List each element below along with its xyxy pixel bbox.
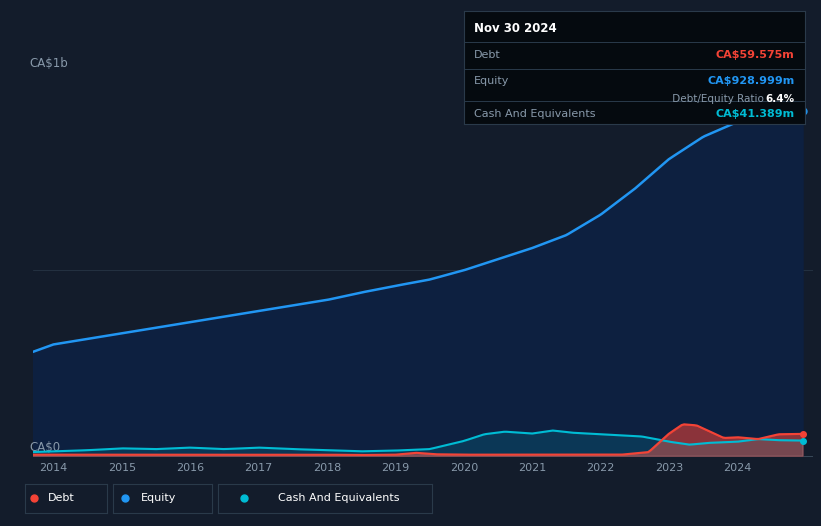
Text: Cash And Equivalents: Cash And Equivalents (474, 109, 595, 119)
Text: Nov 30 2024: Nov 30 2024 (474, 22, 557, 35)
Text: CA$0: CA$0 (29, 441, 60, 454)
Text: Debt: Debt (48, 493, 75, 503)
Text: CA$41.389m: CA$41.389m (715, 109, 795, 119)
Text: CA$1b: CA$1b (29, 57, 67, 70)
Text: CA$59.575m: CA$59.575m (716, 50, 795, 60)
Text: 6.4%: 6.4% (765, 94, 795, 104)
Text: Debt: Debt (474, 50, 501, 60)
Text: Equity: Equity (474, 76, 510, 86)
Text: Equity: Equity (141, 493, 177, 503)
Text: Cash And Equivalents: Cash And Equivalents (278, 493, 400, 503)
Text: Debt/Equity Ratio: Debt/Equity Ratio (669, 94, 764, 104)
Text: CA$928.999m: CA$928.999m (707, 76, 795, 86)
